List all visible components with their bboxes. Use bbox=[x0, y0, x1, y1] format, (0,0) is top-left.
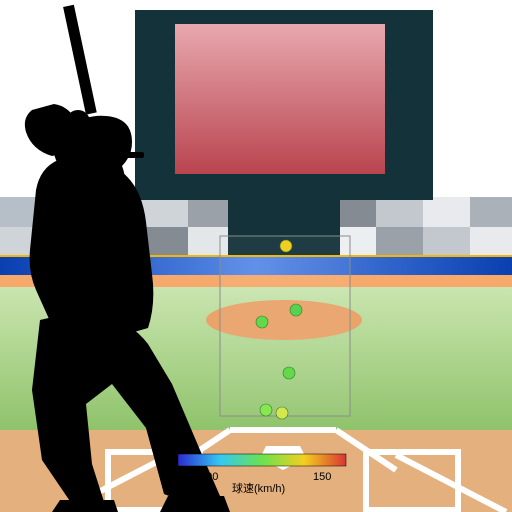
scoreboard-screen bbox=[175, 24, 385, 174]
speed-tick-150: 150 bbox=[313, 471, 331, 483]
stands-segment bbox=[376, 227, 424, 257]
pitch-marker bbox=[290, 304, 302, 316]
stands-segment bbox=[141, 197, 189, 227]
pitch-marker bbox=[260, 404, 272, 416]
stands-segment bbox=[423, 197, 471, 227]
stands-segment bbox=[470, 197, 512, 227]
pitch-location-chart: 100 150 球速(km/h) bbox=[0, 0, 512, 512]
pitch-marker bbox=[280, 240, 292, 252]
stands-segment bbox=[376, 197, 424, 227]
stands-segment bbox=[423, 227, 471, 257]
pitch-marker bbox=[276, 407, 288, 419]
speed-legend-title: 球速(km/h) bbox=[232, 481, 285, 495]
speed-legend-bar bbox=[178, 454, 346, 466]
stands-segment bbox=[470, 227, 512, 257]
strike-zone bbox=[220, 236, 350, 416]
pitch-marker bbox=[283, 367, 295, 379]
speed-tick-100: 100 bbox=[200, 471, 218, 483]
pitch-marker bbox=[256, 316, 268, 328]
